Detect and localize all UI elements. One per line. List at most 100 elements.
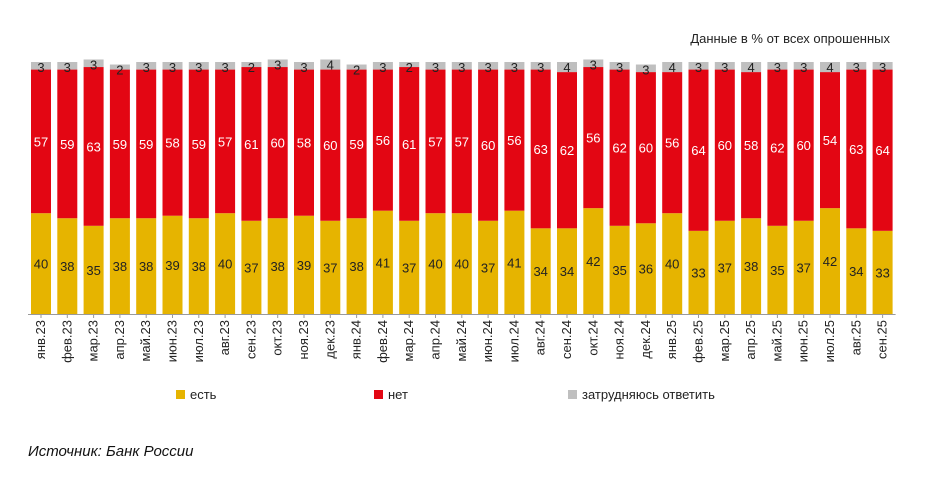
label-no-32: 63 [849,142,863,157]
bar-no-22 [583,67,604,209]
label-dk-25: 4 [669,60,676,75]
label-no-27: 60 [718,138,732,153]
bar-yes-1 [31,213,51,314]
label-no-25: 56 [665,136,679,151]
bar-dk-32 [846,62,867,70]
label-yes-3: 35 [86,263,100,278]
label-yes-24: 36 [639,262,653,277]
label-yes-12: 37 [323,260,337,275]
label-yes-21: 34 [560,264,574,279]
category-label-32: авг.25 [848,320,863,355]
bar-dk-8 [215,62,236,70]
bar-yes-16 [425,213,446,314]
label-dk-29: 3 [774,60,781,75]
label-dk-26: 3 [695,60,702,75]
label-no-11: 58 [297,136,311,151]
label-no-7: 59 [192,137,206,152]
label-dk-15: 2 [406,60,413,75]
label-no-26: 64 [691,143,705,158]
category-label-17: май.24 [454,320,469,362]
bar-dk-7 [188,62,209,70]
bar-yes-6 [162,215,183,314]
label-dk-2: 3 [64,60,71,75]
category-label-33: сен.25 [875,320,890,359]
bar-yes-11 [294,215,314,314]
label-yes-1: 40 [34,257,48,272]
bar-no-15 [399,67,420,221]
label-yes-30: 37 [796,260,810,275]
legend-swatch-no [374,390,383,399]
label-no-5: 59 [139,137,153,152]
label-dk-14: 3 [379,60,386,75]
bar-dk-5 [136,62,157,70]
category-label-29: май.25 [769,320,784,362]
legend-label-no: нет [388,387,408,402]
bar-no-25 [662,72,683,214]
bar-no-28 [741,72,762,219]
category-label-3: мар.23 [86,320,101,361]
legend-label-dk: затрудняюсь ответить [582,387,715,402]
bar-yes-2 [57,218,78,314]
bar-yes-19 [504,210,525,314]
bar-no-20 [530,69,551,229]
category-label-14: фев.24 [375,320,390,363]
legend: есть нет затрудняюсь ответить [176,387,715,402]
bar-yes-32 [846,228,867,314]
bar-yes-31 [820,208,840,314]
bar-no-30 [793,69,814,221]
bar-dk-18 [478,62,499,70]
bar-no-27 [714,69,735,221]
label-no-8: 57 [218,134,232,149]
label-yes-25: 40 [665,257,679,272]
bar-no-7 [188,69,209,219]
bar-yes-18 [478,220,499,314]
label-no-10: 60 [270,136,284,151]
category-label-30: июн.25 [796,320,811,362]
bar-yes-9 [241,220,262,314]
label-no-15: 61 [402,137,416,152]
label-dk-33: 3 [879,60,886,75]
category-label-1: янв.23 [33,320,48,359]
bar-yes-17 [451,213,472,314]
bar-no-10 [267,67,288,219]
bar-yes-27 [714,220,735,314]
chart-note: Данные в % от всех опрошенных [690,31,890,46]
label-yes-18: 37 [481,260,495,275]
bar-yes-30 [793,220,814,314]
bar-no-5 [136,69,157,219]
label-dk-6: 3 [169,60,176,75]
label-yes-4: 38 [113,259,127,274]
label-dk-4: 2 [116,63,123,78]
label-no-14: 56 [376,133,390,148]
label-yes-28: 38 [744,259,758,274]
bar-no-19 [504,69,525,211]
label-no-30: 60 [796,138,810,153]
label-dk-3: 3 [90,57,97,72]
label-dk-31: 4 [826,60,833,75]
bar-dk-24 [635,64,656,73]
label-dk-11: 3 [300,60,307,75]
bar-no-3 [83,67,104,226]
label-dk-18: 3 [484,60,491,75]
bar-no-13 [346,69,367,219]
bar-dk-25 [662,62,683,73]
label-dk-27: 3 [721,60,728,75]
bar-yes-10 [267,218,288,314]
label-dk-22: 3 [590,57,597,72]
label-dk-9: 2 [248,60,255,75]
bar-no-2 [57,69,78,219]
label-no-18: 60 [481,138,495,153]
label-dk-10: 3 [274,57,281,72]
label-yes-20: 34 [533,264,547,279]
label-yes-29: 35 [770,263,784,278]
label-dk-1: 3 [37,60,44,75]
legend-label-yes: есть [190,387,217,402]
category-label-27: мар.25 [717,320,732,361]
label-no-16: 57 [428,134,442,149]
bar-dk-9 [241,62,262,68]
label-no-23: 62 [612,141,626,156]
label-yes-9: 37 [244,260,258,275]
label-dk-23: 3 [616,60,623,75]
bars-group [31,59,893,314]
